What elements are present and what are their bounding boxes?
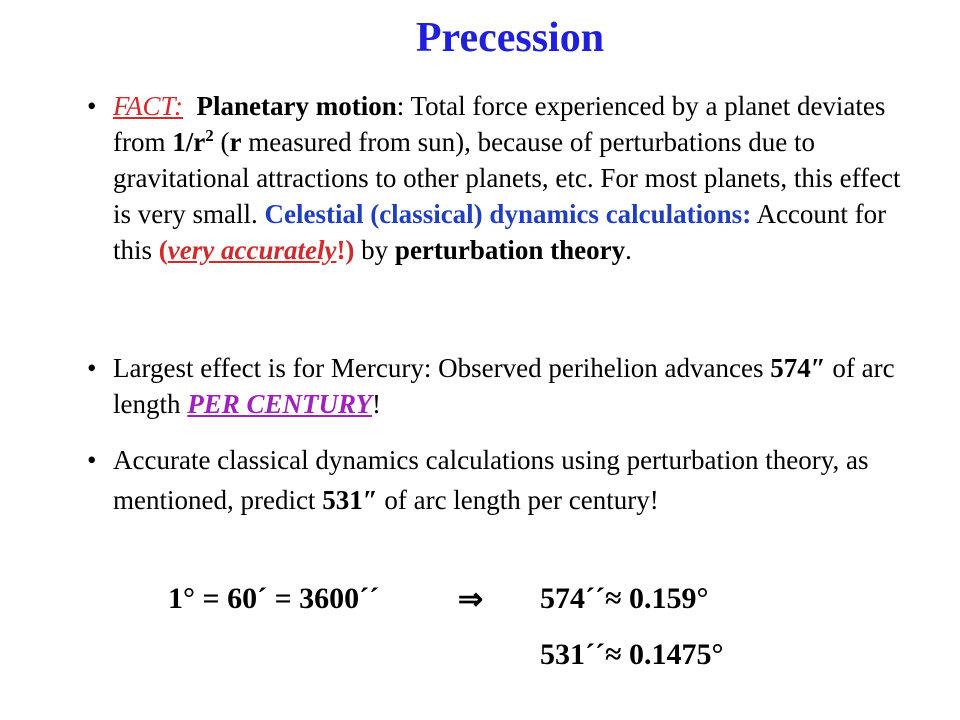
bold-text: 531″	[322, 485, 378, 515]
highlight-text: Celestial (classical) dynamics calculati…	[264, 199, 752, 229]
text: : Total force experienced by a planet de…	[113, 91, 886, 157]
red-text: !)	[336, 235, 355, 265]
bullet: • Largest effect is for Mercury: Observed…	[87, 350, 913, 422]
bold-text: 574″	[770, 353, 826, 383]
superscript: 2	[205, 126, 214, 145]
bullet-dot: •	[87, 445, 97, 475]
text: by	[354, 235, 395, 265]
bold-text: perturbation theory	[394, 235, 626, 265]
red-text: (	[158, 235, 168, 265]
text: .	[625, 235, 632, 265]
slide-title: Precession	[415, 15, 605, 61]
text: of arc length per century!	[377, 485, 659, 515]
equation: 1° = 60´ = 3600´´	[168, 582, 380, 615]
bold-text: 1/r	[172, 127, 206, 157]
bullet-dot: •	[87, 91, 97, 121]
emphasis-text: PER CENTURY	[187, 389, 373, 419]
text: Account for this	[113, 199, 887, 265]
bullet: • Accurate classical dynamics calculation…	[87, 440, 913, 520]
emphasis-text: very accurately	[167, 235, 337, 265]
text: of arc length	[113, 353, 895, 419]
bullet: • FACT: Planetary motion: Total force exp…	[87, 88, 913, 268]
equation: 531´´≈ 0.1475°	[540, 638, 724, 671]
text: Largest effect is for Mercury: Observed …	[113, 353, 771, 383]
fact-label: FACT:	[113, 91, 184, 121]
bullet-dot: •	[87, 353, 97, 383]
text: (	[213, 127, 230, 157]
text: measured from sun), because of perturbat…	[113, 127, 901, 229]
bold-text: r	[229, 127, 242, 157]
bold-text: Planetary motion	[196, 91, 397, 121]
equation: 574´´≈ 0.159°	[540, 582, 709, 615]
implies-symbol: ⇒	[458, 583, 484, 616]
text: !	[372, 389, 382, 419]
text: Accurate classical dynamics calculations…	[113, 445, 869, 515]
